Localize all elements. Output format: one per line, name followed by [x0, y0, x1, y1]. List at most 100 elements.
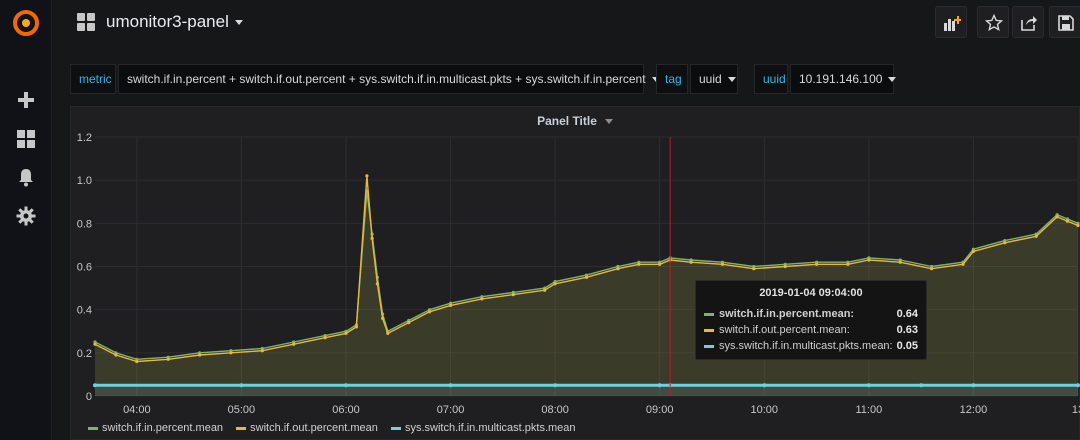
chevron-down-icon — [604, 119, 613, 125]
legend-swatch — [88, 426, 98, 430]
data-point — [971, 247, 976, 251]
data-point — [1065, 219, 1070, 223]
data-point — [783, 264, 787, 269]
data-point — [720, 262, 725, 266]
x-tick-label: 13 — [1072, 404, 1080, 416]
x-tick-label: 10:00 — [751, 404, 779, 416]
grafana-logo[interactable] — [11, 8, 41, 38]
legend-item[interactable]: sys.switch.if.in.multicast.pkts.mean — [390, 422, 576, 434]
tag-variable-label: tag — [656, 64, 688, 94]
data-point — [407, 321, 411, 325]
data-point — [386, 331, 390, 335]
data-point — [93, 340, 97, 344]
data-point — [381, 316, 385, 320]
data-point — [370, 236, 374, 240]
data-point — [428, 310, 432, 314]
data-point — [260, 346, 264, 351]
y-tick-label: 0.2 — [77, 348, 92, 360]
data-point — [1076, 221, 1080, 225]
data-point — [135, 359, 139, 364]
metric-variable-dropdown[interactable]: switch.if.in.percent + switch.if.out.per… — [118, 64, 660, 94]
data-point — [449, 303, 453, 307]
tooltip-series-name: switch.if.in.percent.mean: — [719, 308, 855, 320]
y-tick-label: 0.6 — [77, 262, 92, 274]
data-point — [323, 336, 327, 340]
data-point — [480, 295, 484, 299]
metric-variable-value: switch.if.in.percent + switch.if.out.per… — [127, 72, 646, 86]
data-point — [898, 258, 902, 262]
chevron-down-icon — [234, 20, 243, 26]
x-tick-label: 12:00 — [960, 404, 988, 416]
data-point — [584, 273, 589, 277]
data-point — [93, 383, 97, 388]
data-point — [239, 383, 244, 388]
data-point — [553, 282, 557, 286]
data-point — [1076, 383, 1080, 388]
hover-tooltip: 2019-01-04 09:04:00 switch.if.in.percent… — [695, 280, 927, 360]
save-icon — [1058, 15, 1074, 31]
data-point — [365, 174, 369, 178]
data-point — [1055, 213, 1059, 217]
tag-variable-dropdown[interactable]: uuid — [690, 64, 738, 94]
save-button[interactable] — [1049, 6, 1080, 38]
plus-icon[interactable] — [16, 90, 36, 110]
data-point — [919, 383, 924, 388]
y-tick-label: 0.8 — [77, 218, 92, 230]
legend-label: switch.if.out.percent.mean — [250, 422, 378, 434]
data-point — [752, 264, 756, 269]
uuid-variable-dropdown[interactable]: 10.191.146.100 — [790, 64, 897, 94]
legend-item[interactable]: switch.if.out.percent.mean — [236, 422, 378, 434]
data-point — [344, 383, 348, 388]
chevron-down-icon — [888, 77, 897, 83]
data-point — [616, 267, 620, 271]
data-point — [543, 288, 547, 292]
data-point — [1076, 223, 1080, 228]
data-point — [553, 280, 557, 284]
star-icon — [985, 14, 1003, 32]
data-point — [1034, 234, 1038, 238]
add-panel-icon — [944, 16, 961, 31]
series-swatch — [704, 344, 714, 348]
data-point — [752, 267, 756, 271]
tooltip-series-value: 0.05 — [896, 340, 918, 352]
dashboard-title-dropdown[interactable]: umonitor3-panel — [106, 12, 243, 32]
data-point — [616, 264, 620, 269]
share-button[interactable] — [1012, 6, 1044, 38]
data-point — [866, 383, 871, 388]
legend-swatch — [390, 426, 401, 430]
data-point — [971, 249, 976, 253]
legend-label: sys.switch.if.in.multicast.pkts.mean — [404, 422, 576, 434]
add-panel-button[interactable] — [935, 6, 967, 38]
legend-item[interactable]: switch.if.in.percent.mean — [88, 422, 223, 434]
data-point — [930, 264, 934, 269]
dashboards-icon[interactable] — [16, 129, 36, 149]
data-point — [292, 340, 296, 344]
tooltip-row: switch.if.in.percent.mean: 0.64 — [704, 306, 918, 322]
gear-icon[interactable] — [16, 206, 36, 226]
alert-bell-icon[interactable] — [16, 167, 36, 187]
data-point — [1003, 239, 1007, 243]
data-point — [1003, 241, 1007, 245]
chevron-down-icon — [727, 77, 736, 83]
star-button[interactable] — [977, 6, 1009, 38]
data-point — [198, 351, 202, 355]
data-point — [344, 331, 348, 335]
data-point — [1055, 215, 1059, 219]
y-tick-label: 0 — [86, 391, 92, 403]
data-point — [898, 260, 902, 264]
series-area — [95, 385, 1078, 396]
panel-title: Panel Title — [537, 114, 597, 128]
x-tick-label: 06:00 — [332, 404, 360, 416]
data-point — [553, 383, 558, 388]
line-chart[interactable]: 0 0.2 0.4 0.6 0.8 1.0 1.2 04:00 05:00 06:00 07:00 0… — [70, 106, 1080, 440]
series-swatch — [704, 328, 714, 332]
chevron-down-icon — [651, 77, 660, 83]
data-point — [448, 383, 453, 388]
series-swatch — [704, 312, 714, 316]
panel-title-menu[interactable]: Panel Title — [71, 114, 1079, 128]
data-point — [867, 258, 871, 262]
series-line — [94, 175, 1079, 363]
x-tick-label: 11:00 — [855, 404, 882, 416]
tooltip-time: 2019-01-04 09:04:00 — [759, 287, 863, 299]
chart-legend: switch.if.in.percent.mean switch.if.out.… — [88, 422, 586, 434]
